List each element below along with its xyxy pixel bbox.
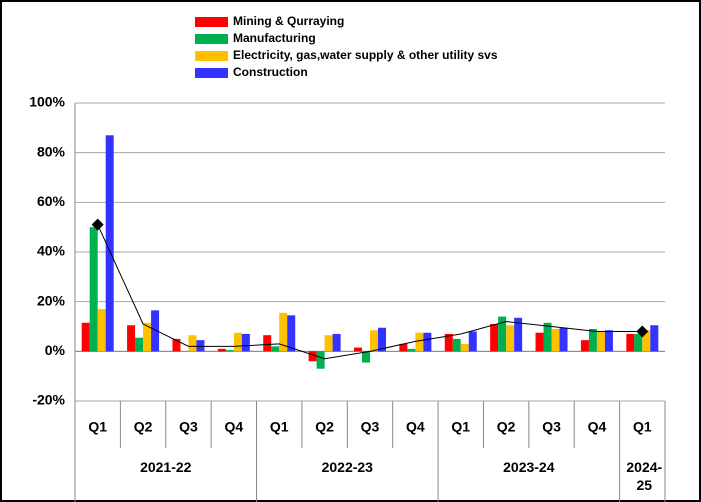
bar	[135, 337, 144, 352]
bar	[324, 335, 333, 352]
x-tick-label: Q1	[270, 419, 289, 435]
x-tick-label: Q3	[361, 419, 380, 435]
bar	[551, 328, 560, 352]
bar	[399, 343, 408, 352]
bar	[588, 328, 597, 352]
bar	[498, 316, 507, 352]
bar	[650, 325, 659, 352]
legend-label: Manufacturing	[233, 31, 316, 45]
x-tick-label: Q3	[542, 419, 561, 435]
bar	[263, 335, 272, 352]
group-label: 2023-24	[503, 459, 555, 475]
bar	[196, 340, 205, 352]
legend-swatch	[195, 51, 228, 61]
bar	[490, 324, 499, 352]
bar	[233, 332, 242, 352]
x-tick-label: Q1	[88, 419, 107, 435]
bar	[370, 330, 378, 352]
bar	[642, 330, 651, 352]
bar	[316, 351, 325, 369]
legend-label: Mining & Qurraying	[233, 14, 344, 28]
bar	[308, 351, 317, 362]
bar	[415, 332, 424, 352]
bar	[378, 327, 386, 352]
trend-line	[97, 224, 643, 360]
y-tick-label: 20%	[37, 292, 66, 308]
bar	[626, 333, 635, 352]
bar	[172, 338, 181, 352]
x-tick-label: Q4	[588, 419, 607, 435]
bar	[596, 331, 605, 352]
bar	[460, 343, 469, 352]
bar	[535, 332, 544, 352]
bar	[97, 309, 106, 352]
bar	[332, 333, 341, 352]
group-label: 2022-23	[321, 459, 373, 475]
trend-marker	[91, 218, 104, 231]
bar	[241, 333, 250, 352]
bar	[89, 227, 98, 352]
bar	[423, 332, 432, 352]
legend-swatch	[195, 34, 228, 44]
x-tick-label: Q3	[179, 419, 198, 435]
bar	[559, 327, 568, 352]
y-tick-label: 100%	[29, 94, 65, 110]
bar	[127, 325, 136, 352]
legend-label: Construction	[233, 65, 308, 79]
x-tick-label: Q1	[633, 419, 652, 435]
x-tick-label: Q2	[134, 419, 153, 435]
bar	[188, 335, 197, 352]
bar	[444, 333, 453, 352]
bar	[225, 350, 234, 352]
bar	[514, 317, 523, 352]
legend-swatch	[195, 68, 228, 78]
bar	[151, 310, 160, 352]
bar	[362, 351, 370, 363]
bar	[279, 312, 288, 352]
y-tick-label: 40%	[37, 243, 66, 259]
bar	[407, 348, 416, 352]
bar	[287, 315, 296, 352]
trend-marker	[636, 325, 649, 338]
group-label: 2024-25	[626, 459, 663, 493]
bar	[452, 338, 461, 352]
legend-label: Electricity, gas,water supply & other ut…	[233, 48, 498, 62]
y-tick-label: 0%	[45, 342, 66, 358]
y-tick-label: 80%	[37, 143, 66, 159]
bar	[468, 331, 477, 352]
x-tick-label: Q4	[406, 419, 425, 435]
bar	[105, 135, 114, 352]
bar	[580, 340, 589, 352]
group-label: 2021-22	[140, 459, 192, 475]
bar	[354, 347, 362, 352]
x-tick-label: Q2	[315, 419, 334, 435]
legend-swatch	[195, 17, 228, 27]
bar	[143, 322, 152, 352]
bar	[81, 322, 90, 352]
bar	[543, 322, 552, 352]
bar	[271, 346, 280, 352]
x-tick-label: Q1	[451, 419, 470, 435]
y-tick-label: -20%	[32, 392, 65, 408]
x-tick-label: Q4	[225, 419, 244, 435]
bar	[217, 348, 226, 352]
bar	[604, 330, 613, 352]
bar	[506, 325, 515, 352]
bar	[634, 333, 643, 352]
y-tick-label: 60%	[37, 193, 66, 209]
x-tick-label: Q2	[497, 419, 516, 435]
